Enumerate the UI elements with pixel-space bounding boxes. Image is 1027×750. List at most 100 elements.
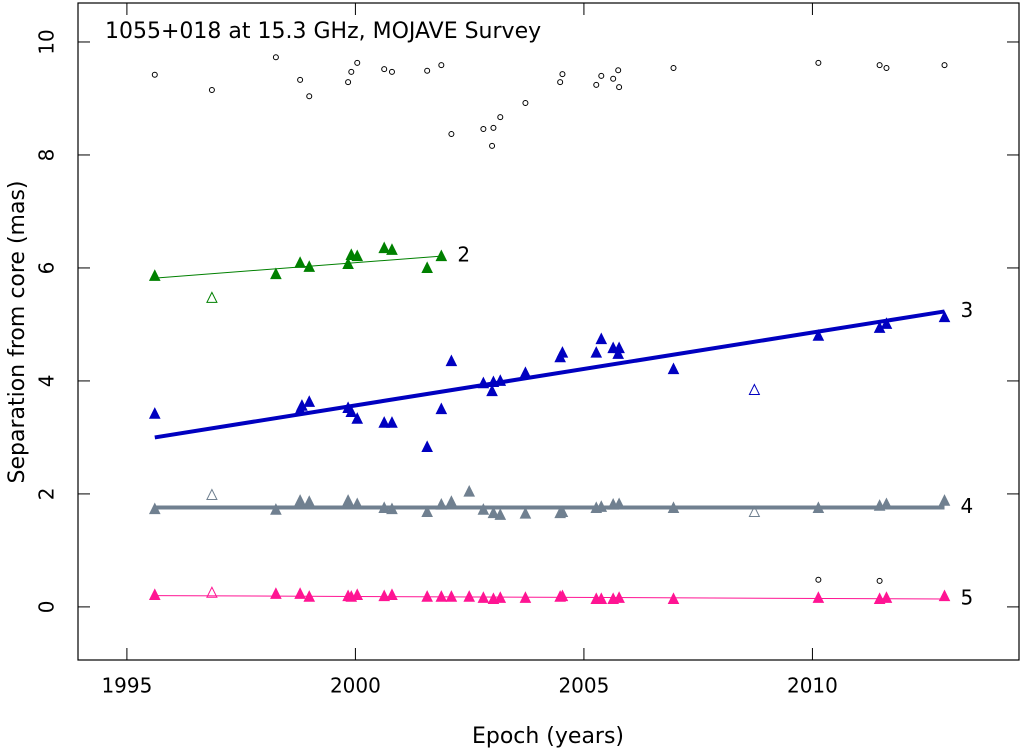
data-point xyxy=(557,79,564,86)
data-point xyxy=(345,79,352,86)
data-point xyxy=(386,588,398,601)
data-point xyxy=(670,64,677,71)
data-point xyxy=(463,590,476,602)
y-tick-label: 4 xyxy=(35,375,59,388)
data-point xyxy=(494,591,507,603)
data-point xyxy=(615,67,622,74)
data-point xyxy=(616,84,623,91)
data-point xyxy=(270,267,282,280)
data-point xyxy=(519,591,532,603)
plot-frame xyxy=(77,2,1020,661)
data-point xyxy=(386,416,398,428)
data-point xyxy=(667,592,680,604)
data-point xyxy=(494,508,507,520)
data-point xyxy=(880,317,893,329)
data-point xyxy=(435,402,448,415)
data-point xyxy=(424,67,431,74)
data-point xyxy=(480,125,487,132)
data-point xyxy=(386,243,398,255)
data-point xyxy=(556,505,569,517)
data-point xyxy=(272,54,279,61)
data-point xyxy=(435,498,448,510)
data-point xyxy=(883,64,890,71)
excluded-point xyxy=(206,586,218,598)
y-tick-label: 8 xyxy=(35,149,59,162)
data-point xyxy=(613,341,625,354)
data-point xyxy=(445,354,458,367)
y-tick-label: 10 xyxy=(35,29,59,54)
data-point xyxy=(812,591,825,603)
data-point xyxy=(880,591,893,603)
data-point xyxy=(445,495,458,507)
x-tick-label: 1995 xyxy=(101,674,152,698)
data-point xyxy=(435,249,448,262)
data-point xyxy=(351,249,364,262)
x-tick-label: 2005 xyxy=(558,674,609,698)
data-point xyxy=(938,310,951,323)
data-point xyxy=(297,76,304,83)
excluded-point xyxy=(748,505,761,517)
data-point xyxy=(294,494,306,506)
data-point xyxy=(477,376,490,389)
data-point xyxy=(556,589,569,602)
data-point xyxy=(351,497,364,510)
fit-line xyxy=(154,309,945,440)
data-point xyxy=(559,71,566,78)
series-label: 5 xyxy=(961,585,974,609)
data-point xyxy=(351,412,364,424)
data-point xyxy=(378,241,391,254)
data-point xyxy=(270,587,282,599)
data-point xyxy=(938,589,951,602)
data-point xyxy=(463,485,476,497)
data-point xyxy=(613,591,625,603)
data-point xyxy=(445,590,458,602)
data-point xyxy=(667,362,680,375)
y-axis-label: Separation from core (mas) xyxy=(5,181,30,484)
data-point xyxy=(812,501,825,514)
data-point xyxy=(303,395,316,407)
data-point xyxy=(490,124,497,131)
data-point xyxy=(612,347,625,359)
data-point xyxy=(497,114,504,121)
data-point xyxy=(938,494,951,506)
data-point xyxy=(348,68,355,75)
series-label: 2 xyxy=(457,243,470,267)
data-point xyxy=(522,99,529,106)
data-point xyxy=(438,62,445,69)
data-point xyxy=(208,86,215,93)
data-point xyxy=(421,590,433,602)
data-point xyxy=(435,590,448,602)
data-point xyxy=(448,131,455,138)
data-point xyxy=(378,501,391,514)
x-tick-label: 2000 xyxy=(330,674,381,698)
data-point xyxy=(148,407,161,419)
data-point xyxy=(610,75,617,82)
data-point xyxy=(351,588,364,601)
data-point xyxy=(303,495,316,507)
data-point xyxy=(590,346,603,358)
excluded-point xyxy=(206,488,218,501)
data-point xyxy=(880,497,893,510)
x-tick-label: 2010 xyxy=(787,674,838,698)
data-point xyxy=(595,592,608,604)
fit-line xyxy=(154,595,945,600)
data-point xyxy=(421,440,433,453)
data-point xyxy=(303,590,316,602)
data-point xyxy=(815,576,822,583)
data-point xyxy=(345,405,358,418)
data-point xyxy=(487,506,500,519)
excluded-point xyxy=(206,291,218,303)
data-point xyxy=(388,68,395,75)
data-point xyxy=(378,589,391,602)
data-point xyxy=(270,503,282,515)
y-tick-label: 6 xyxy=(35,262,59,275)
data-point xyxy=(342,494,354,506)
data-point xyxy=(477,591,490,603)
data-point xyxy=(815,59,822,66)
data-point xyxy=(812,329,825,341)
data-point xyxy=(151,71,158,78)
data-point xyxy=(294,587,306,599)
data-point xyxy=(593,81,600,88)
data-point xyxy=(477,503,490,515)
